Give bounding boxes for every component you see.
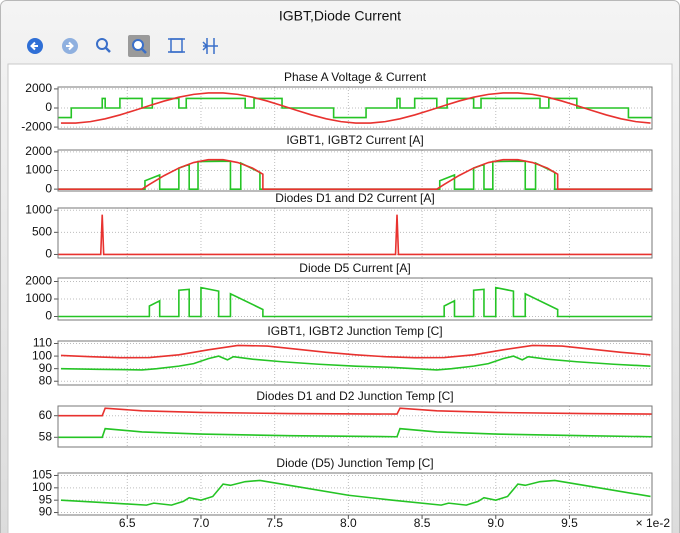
cursor-button[interactable] <box>202 38 218 54</box>
series-line <box>60 355 651 371</box>
fit-button[interactable] <box>168 38 185 53</box>
panel-title: IGBT1, IGBT2 Junction Temp [C] <box>267 324 442 338</box>
zoom-out-button[interactable] <box>128 35 150 57</box>
y-tick-label: 2000 <box>25 274 52 288</box>
y-tick-label: 58 <box>39 429 53 443</box>
back-button[interactable] <box>27 38 43 54</box>
panel-frame <box>57 472 653 516</box>
panel-frame <box>57 86 653 130</box>
plot <box>58 158 652 190</box>
y-tick-label: 2000 <box>25 81 52 95</box>
y-tick-label: -2000 <box>21 119 52 133</box>
panel-frame <box>57 340 653 386</box>
window-title: IGBT,Diode Current <box>279 8 401 24</box>
panel-frame <box>57 207 653 259</box>
toolbar <box>27 35 218 57</box>
y-tick-label: 0 <box>45 247 52 261</box>
series-line <box>58 407 652 417</box>
x-tick-label: 7.5 <box>266 516 283 530</box>
y-tick-label: 95 <box>39 492 53 506</box>
y-tick-label: 110 <box>33 336 52 350</box>
series-line <box>58 286 652 318</box>
plot <box>58 286 652 318</box>
series-line <box>58 214 652 256</box>
y-tick-label: 60 <box>39 408 53 422</box>
plot <box>60 344 651 371</box>
plot <box>58 407 652 439</box>
series-line <box>58 158 652 190</box>
series-line <box>58 427 652 439</box>
series-line <box>60 344 651 359</box>
x-tick-label: 6.5 <box>119 516 136 530</box>
panel-title: Diodes D1 and D2 Junction Temp [C] <box>256 389 453 403</box>
panel-frame <box>57 405 653 448</box>
y-tick-label: 1000 <box>25 163 52 177</box>
series-line <box>60 92 651 124</box>
x-tick-label: 9.0 <box>487 516 504 530</box>
forward-button[interactable] <box>62 38 78 54</box>
y-tick-label: 90 <box>39 361 53 375</box>
y-tick-label: 0 <box>45 309 52 323</box>
y-tick-label: 0 <box>45 181 52 195</box>
y-tick-label: 2000 <box>25 144 52 158</box>
y-tick-label: 90 <box>39 505 53 519</box>
x-scale-label: × 1e-2 <box>636 516 671 530</box>
y-tick-label: 100 <box>32 480 52 494</box>
panel-title: Phase A Voltage & Current <box>284 70 427 84</box>
panel-frame <box>57 277 653 321</box>
panel-frame <box>57 149 653 192</box>
x-tick-label: 8.5 <box>414 516 431 530</box>
panel-title: IGBT1, IGBT2 Current [A] <box>286 133 423 147</box>
series-line <box>60 479 651 506</box>
plot <box>58 214 652 256</box>
y-tick-label: 100 <box>32 348 52 362</box>
panel-title: Diode (D5) Junction Temp [C] <box>276 456 433 470</box>
y-tick-label: 80 <box>39 373 53 387</box>
x-tick-label: 9.5 <box>561 516 578 530</box>
panel-title: Diode D5 Current [A] <box>299 261 410 275</box>
y-tick-label: 105 <box>32 468 52 482</box>
y-tick-label: 500 <box>32 225 52 239</box>
zoom-button[interactable] <box>96 38 111 53</box>
y-tick-label: 1000 <box>25 202 52 216</box>
panel-title: Diodes D1 and D2 Current [A] <box>275 191 434 205</box>
y-tick-label: 1000 <box>25 291 52 305</box>
plot <box>60 479 651 506</box>
y-tick-label: 0 <box>45 100 52 114</box>
x-tick-label: 8.0 <box>340 516 357 530</box>
plot <box>58 92 652 124</box>
series-line <box>58 97 652 119</box>
x-tick-label: 7.0 <box>193 516 210 530</box>
